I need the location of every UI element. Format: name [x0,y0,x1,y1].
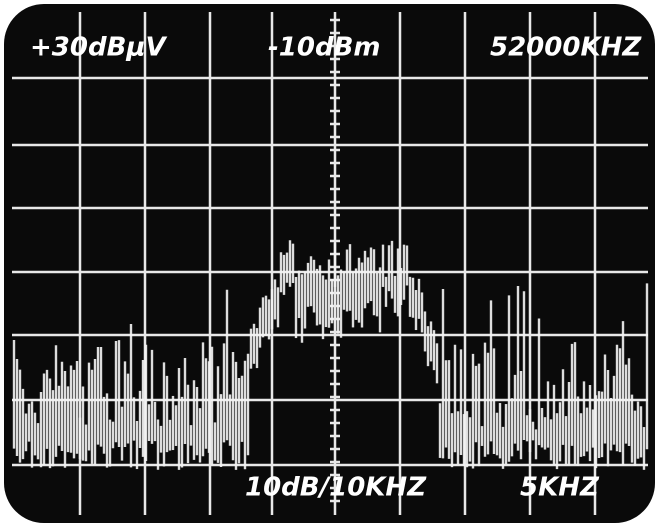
reference-level: +30dBμV [30,33,168,63]
center-frequency: 52000KHZ [490,33,642,63]
resolution-bandwidth: 5KHZ [520,473,600,503]
trace [12,240,649,470]
scale-span: 10dB/10KHZ [245,473,427,503]
attenuation: -10dBm [268,33,381,63]
graticule [12,12,648,515]
